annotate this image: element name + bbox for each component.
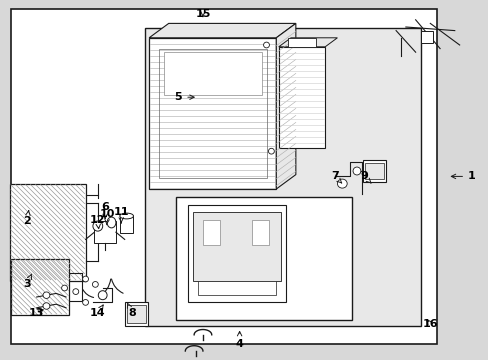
Text: 5: 5 [174, 92, 194, 102]
Ellipse shape [120, 213, 133, 219]
Bar [251, 220, 268, 245]
Text: 9: 9 [360, 171, 370, 183]
Bar [362, 160, 386, 182]
Bar [278, 47, 325, 148]
Text: 3: 3 [23, 274, 32, 289]
Polygon shape [149, 23, 295, 38]
Text: 15: 15 [195, 9, 210, 19]
Bar [149, 38, 276, 189]
Bar [287, 38, 315, 47]
Bar [365, 163, 383, 179]
Ellipse shape [82, 300, 88, 305]
Text: 4: 4 [235, 332, 243, 349]
Bar [11, 259, 69, 315]
Bar [94, 221, 116, 243]
Ellipse shape [93, 221, 102, 231]
Bar [176, 197, 351, 320]
Text: 6: 6 [101, 202, 109, 219]
Ellipse shape [337, 179, 346, 188]
Text: 2: 2 [23, 211, 31, 226]
Ellipse shape [82, 276, 88, 282]
Ellipse shape [98, 291, 107, 300]
Ellipse shape [107, 217, 116, 228]
Text: 14: 14 [90, 305, 105, 318]
Text: 1: 1 [450, 171, 475, 181]
Text: 12: 12 [90, 215, 105, 229]
Polygon shape [278, 38, 337, 47]
Bar [193, 212, 281, 281]
Text: 10: 10 [100, 209, 115, 225]
Bar [198, 281, 276, 295]
Ellipse shape [73, 289, 79, 294]
Bar [126, 305, 146, 323]
Ellipse shape [92, 282, 98, 287]
Bar [124, 302, 148, 326]
Bar [420, 31, 432, 43]
Bar [11, 9, 436, 344]
Bar [163, 52, 261, 95]
Ellipse shape [263, 42, 269, 48]
Ellipse shape [43, 292, 50, 298]
Text: 8: 8 [127, 303, 136, 318]
Ellipse shape [352, 167, 360, 175]
Ellipse shape [268, 148, 274, 154]
Ellipse shape [43, 303, 50, 309]
Text: 16: 16 [422, 319, 437, 329]
Ellipse shape [61, 285, 67, 291]
Bar [120, 216, 133, 233]
Text: 7: 7 [330, 171, 341, 183]
Text: 11: 11 [113, 207, 129, 223]
Text: 13: 13 [29, 308, 44, 318]
Bar [203, 220, 220, 245]
Bar [159, 49, 266, 178]
Bar [188, 205, 285, 302]
Polygon shape [276, 23, 295, 189]
Bar [144, 28, 420, 326]
Bar [10, 184, 85, 281]
